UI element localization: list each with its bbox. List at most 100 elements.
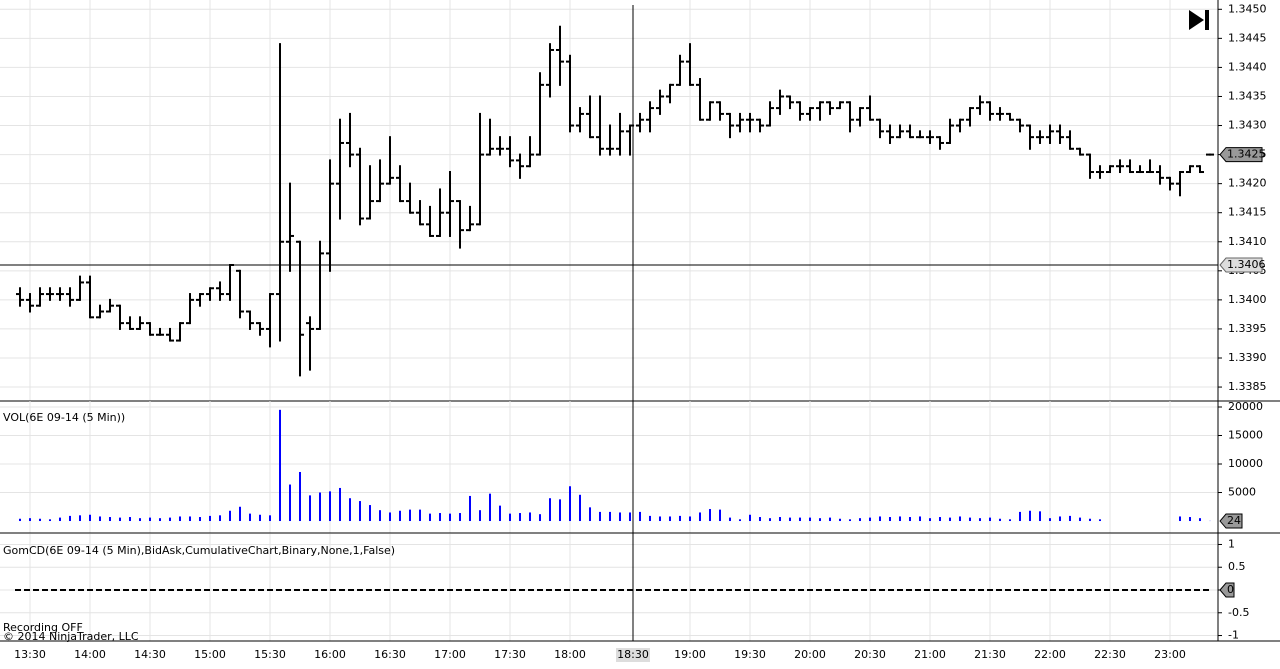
last-value-label: 0 [1227,583,1234,596]
volume-bar [759,517,761,522]
x-tick-label: 21:30 [974,648,1006,661]
recording-status: Recording OFF [3,621,83,634]
volume-bar [269,515,271,522]
y-tick-label: 1.3410 [1228,235,1267,248]
volume-bar [299,471,301,522]
crosshair-time-box [616,648,650,662]
volume-bar [489,493,491,522]
panel-title: GomCD(6E 09-14 (5 Min),BidAsk,Cumulative… [3,544,395,557]
volume-bar [69,515,71,522]
x-tick-label: 18:00 [554,648,586,661]
volume-bar [1199,518,1201,522]
volume-bar [579,494,581,522]
x-tick-label: 15:00 [194,648,226,661]
volume-bar [809,517,811,522]
volume-bar [169,517,171,522]
volume-bar [789,517,791,522]
volume-bar [639,511,641,522]
volume-bar [219,515,221,522]
volume-bar [1189,517,1191,522]
volume-bar [999,518,1001,522]
play-icon[interactable] [1189,10,1204,30]
y-tick-label: 1.3385 [1228,380,1267,393]
volume-bar [1069,515,1071,522]
volume-bar [569,486,571,522]
volume-bar [189,516,191,522]
y-tick-label: 1.3400 [1228,293,1267,306]
volume-bar [459,513,461,522]
volume-bar [379,510,381,522]
volume-bar [289,484,291,522]
volume-bar [1019,511,1021,522]
volume-bar [239,506,241,522]
volume-bar [19,518,21,522]
play-button[interactable] [1189,10,1209,30]
volume-bar [389,512,391,522]
x-tick-label: 19:00 [674,648,706,661]
x-tick-label: 14:00 [74,648,106,661]
volume-bar [119,517,121,522]
volume-bar [749,514,751,522]
x-tick-label: 22:30 [1094,648,1126,661]
volume-bar [349,498,351,522]
volume-bar [549,498,551,522]
volume-bar [859,518,861,522]
play-icon-bar[interactable] [1205,10,1209,30]
x-tick-label: 13:30 [14,648,46,661]
volume-bar [359,501,361,522]
x-tick-label: 17:00 [434,648,466,661]
volume-bar [1009,519,1011,522]
y-tick-label: 10000 [1228,457,1263,470]
x-tick-label: 16:30 [374,648,406,661]
x-tick-label: 23:00 [1154,648,1186,661]
x-tick-label: 16:00 [314,648,346,661]
last-price-box [1219,147,1263,163]
volume-bar [319,492,321,522]
x-tick-label: 14:30 [134,648,166,661]
volume-bar [919,516,921,522]
last-value-box [1219,513,1243,529]
volume-bar [1059,516,1061,522]
last-price-label: 1.3425 [1227,148,1266,161]
volume-bar [179,516,181,522]
volume-bar [409,509,411,522]
volume-bar [419,509,421,522]
volume-bar [1029,510,1031,522]
volume-bar [729,517,731,522]
volume-bar [869,517,871,522]
volume-bar [1099,519,1101,522]
volume-bar [819,518,821,522]
volume-bar [259,514,261,522]
last-value-box [1219,582,1235,598]
volume-bar [959,516,961,522]
volume-bar [49,519,51,522]
x-tick-label: 17:30 [494,648,526,661]
volume-bar [1039,511,1041,522]
volume-bar [839,518,841,522]
volume-bar [599,511,601,522]
y-tick-label: 1.3395 [1228,322,1267,335]
y-tick-label: 1.3420 [1228,177,1267,190]
y-tick-label: 5000 [1228,486,1256,499]
volume-bar [1089,518,1091,522]
volume-bar [439,513,441,522]
volume-bar [149,517,151,522]
volume-bar [509,513,511,522]
volume-bar [109,517,111,522]
volume-bar [1079,517,1081,522]
volume-bar [699,512,701,522]
volume-bar [829,517,831,522]
volume-bar [559,499,561,522]
volume-bar [1049,518,1051,522]
volume-bar [669,516,671,522]
y-tick-label: 1.3445 [1228,31,1267,44]
volume-bar [1179,516,1181,522]
volume-bar [979,518,981,522]
volume-bar [899,516,901,522]
crosshair-time-label: 18:30 [617,648,649,661]
volume-bar [969,517,971,522]
volume-bar [89,514,91,522]
volume-bar [649,515,651,522]
volume-bar [529,512,531,522]
